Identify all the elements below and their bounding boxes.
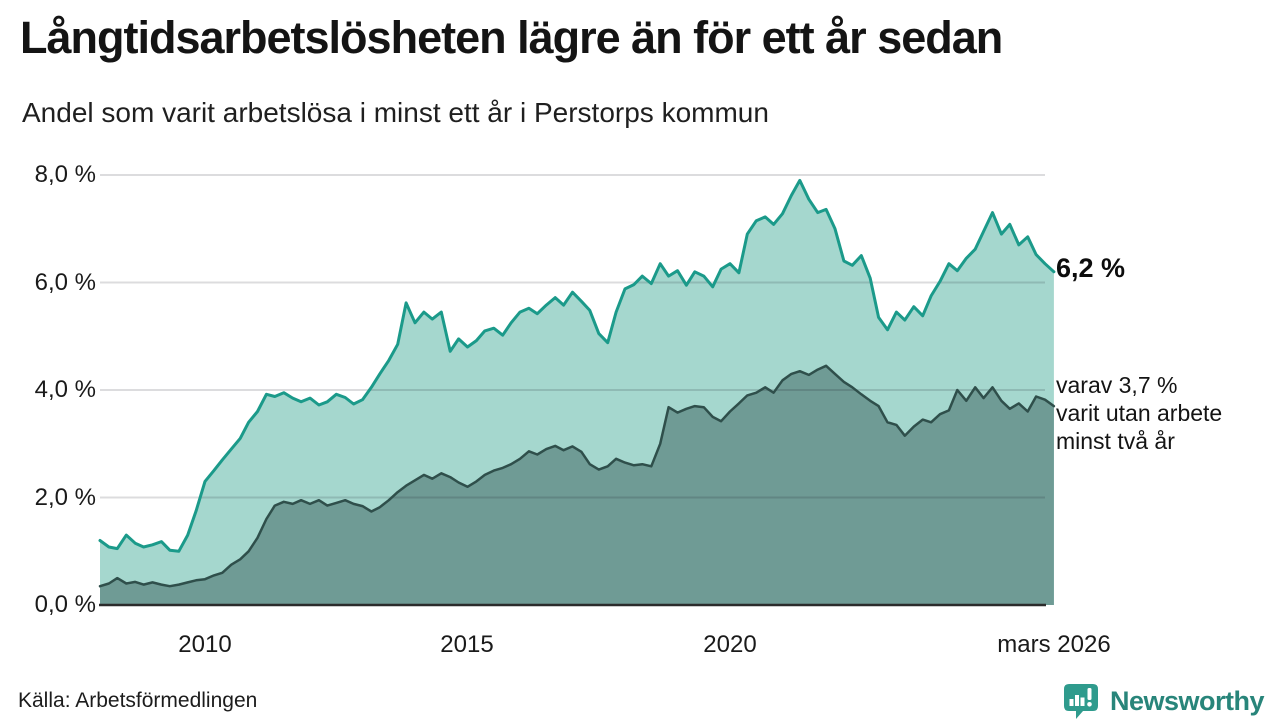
x-tick-2020: 2020 [703, 631, 757, 658]
newsworthy-logo: Newsworthy [1063, 683, 1265, 720]
y-tick-6: 6,0 % [34, 269, 96, 296]
source-caption: Källa: Arbetsförmedlingen [18, 689, 258, 712]
y-tick-0: 0,0 % [34, 591, 96, 618]
chart-subtitle: Andel som varit arbetslösa i minst ett å… [22, 97, 769, 128]
x-tick-2010: 2010 [178, 631, 232, 658]
page-title: Långtidsarbetslösheten lägre än för ett … [20, 12, 1003, 63]
y-tick-4: 4,0 % [34, 376, 96, 403]
series-end-label-two-year: varav 3,7 % varit utan arbete minst två … [1056, 372, 1223, 454]
line-minst-ett-ar [98, 178, 1056, 553]
y-tick-8: 8,0 % [34, 161, 96, 188]
newsworthy-wordmark: Newsworthy [1109, 686, 1265, 716]
area-minst-tva-ar [100, 365, 1054, 605]
line-minst-tva-ar [98, 364, 1056, 588]
y-tick-2: 2,0 % [34, 484, 96, 511]
series-end-label-one-year: 6,2 % [1056, 253, 1126, 283]
x-tick-mars-2026: mars 2026 [997, 631, 1111, 658]
newsworthy-icon [1063, 684, 1098, 719]
x-tick-2015: 2015 [440, 631, 494, 658]
